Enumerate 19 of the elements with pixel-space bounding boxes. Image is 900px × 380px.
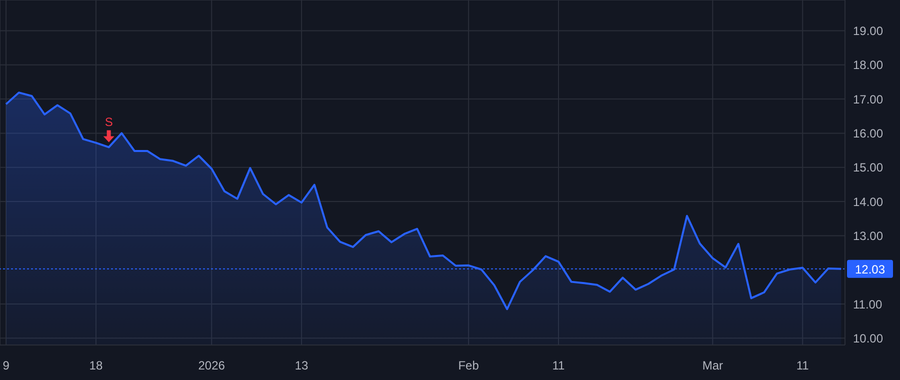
x-tick-label: 13: [294, 358, 309, 373]
x-tick-label: 18: [89, 358, 103, 373]
y-tick-label: 14.00: [853, 194, 884, 209]
annotation: S: [104, 115, 113, 130]
x-tick-label: 2026: [198, 358, 226, 373]
x-tick-label: Mar: [702, 358, 724, 373]
x-tick-label: 11: [552, 358, 566, 373]
y-tick-label: 16.00: [853, 126, 884, 140]
y-tick-label: 10.00: [853, 331, 884, 346]
ref-line-label: 12.03: [854, 262, 886, 276]
y-tick-label: 13.00: [853, 228, 884, 243]
x-tick-label: Feb: [458, 358, 480, 373]
y-tick-label: 17.00: [853, 92, 884, 106]
y-tick-label: 15.00: [853, 160, 884, 175]
x-tick-label: 11: [796, 358, 810, 373]
y-tick-label: 18.00: [853, 58, 884, 72]
x-tick-label: 9: [2, 358, 10, 373]
y-tick-label: 19.00: [853, 24, 884, 38]
y-tick-label: 11.00: [853, 297, 882, 312]
